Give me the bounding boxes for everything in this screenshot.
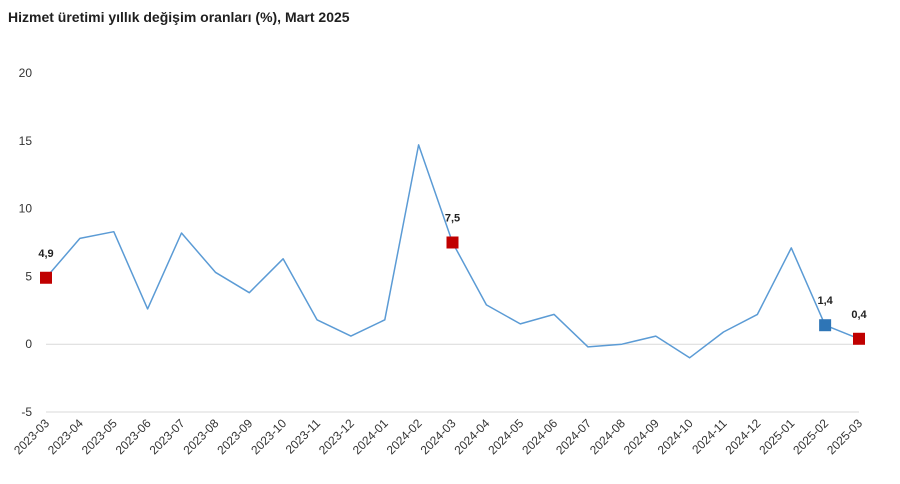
data-label: 1,4 <box>817 295 833 307</box>
data-label: 4,9 <box>38 248 53 260</box>
highlight-marker <box>819 319 832 332</box>
data-label: 7,5 <box>445 213 460 225</box>
x-tick-label: 2024-12 <box>722 416 763 457</box>
x-tick-label: 2023-06 <box>113 416 154 457</box>
x-tick-label: 2023-03 <box>11 416 52 457</box>
x-tick-label: 2024-08 <box>587 416 628 457</box>
x-tick-label: 2023-12 <box>316 416 357 457</box>
y-tick-label: 5 <box>25 269 32 283</box>
y-tick-label: 15 <box>19 134 33 148</box>
x-tick-label: 2023-08 <box>180 416 221 457</box>
y-tick-label: 0 <box>25 337 32 351</box>
y-tick-label: 20 <box>19 66 33 80</box>
highlight-marker <box>853 332 865 345</box>
x-tick-label: 2024-06 <box>519 416 560 457</box>
x-tick-label: 2024-01 <box>350 416 391 457</box>
x-tick-label: 2023-09 <box>214 416 255 457</box>
x-tick-label: 2024-02 <box>384 416 425 457</box>
highlight-marker <box>446 236 459 249</box>
y-tick-label: -5 <box>21 405 32 419</box>
series-line <box>45 144 860 359</box>
x-tick-label: 2025-01 <box>756 416 797 457</box>
x-tick-label: 2025-03 <box>824 416 865 457</box>
x-tick-label: 2024-04 <box>451 416 492 457</box>
x-tick-label: 2023-04 <box>45 416 86 457</box>
x-tick-label: 2023-05 <box>79 416 120 457</box>
x-tick-label: 2024-10 <box>655 416 696 457</box>
data-label: 0,4 <box>851 309 867 321</box>
x-tick-label: 2023-10 <box>248 416 289 457</box>
x-tick-label: 2024-11 <box>689 416 730 457</box>
x-tick-label: 2023-11 <box>283 416 324 457</box>
x-tick-label: 2024-07 <box>553 416 594 457</box>
highlight-marker <box>40 271 52 284</box>
x-tick-label: 2023-07 <box>147 416 188 457</box>
x-tick-label: 2024-05 <box>485 416 526 457</box>
y-tick-label: 10 <box>19 202 33 216</box>
chart-title: Hizmet üretimi yıllık değişim oranları (… <box>8 9 350 25</box>
x-tick-label: 2024-03 <box>418 416 459 457</box>
x-tick-label: 2024-09 <box>621 416 662 457</box>
x-tick-label: 2025-02 <box>790 416 831 457</box>
